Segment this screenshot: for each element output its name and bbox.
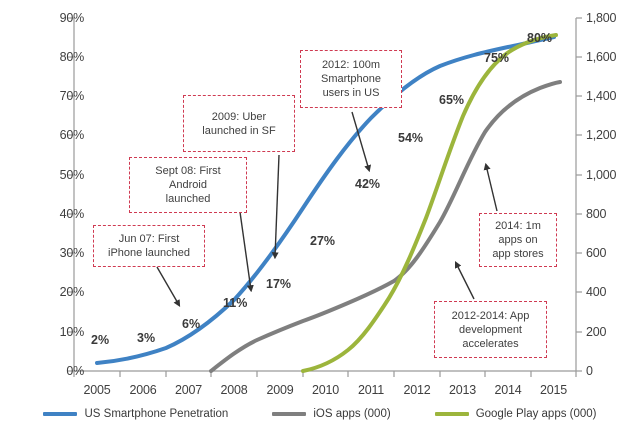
x-axis-tick-2009: 2009 bbox=[266, 383, 294, 397]
arrow-uber bbox=[271, 154, 280, 260]
annotation-users-line-2: Smartphone bbox=[321, 73, 381, 85]
annotation-users-line-1: 2012: 100m bbox=[321, 59, 381, 71]
annotation-appstore-line-1: 2014: 1m bbox=[495, 220, 541, 232]
annotation-smartphone-users: 2012: 100m Smartphone users in US bbox=[300, 50, 402, 108]
data-label-2007: 6% bbox=[182, 317, 201, 331]
x-axis-tick-2006: 2006 bbox=[129, 383, 157, 397]
annotation-appstore-line-2: apps on bbox=[498, 234, 538, 246]
data-label-2014: 75% bbox=[484, 51, 510, 65]
legend-swatch-ios-icon bbox=[272, 412, 307, 416]
arrow-appstore bbox=[483, 162, 498, 212]
annotation-android-line-2: Android bbox=[169, 179, 207, 191]
y2-axis-tick-200: 200 bbox=[586, 325, 607, 339]
y-axis-tick-80: 80% bbox=[59, 50, 85, 64]
annotation-iphone-line-2: iPhone launched bbox=[108, 247, 190, 259]
data-label-2008: 11% bbox=[223, 296, 248, 310]
arrow-users bbox=[351, 111, 372, 173]
right-axis-ticks bbox=[576, 17, 582, 372]
y-axis-tick-0: 0% bbox=[66, 364, 84, 378]
annotation-app-development: 2012-2014: App development accelerates bbox=[434, 301, 547, 358]
annotation-users-line-3: users in US bbox=[322, 87, 380, 99]
y2-axis-tick-1200: 1,200 bbox=[586, 128, 617, 142]
y-axis-tick-30: 30% bbox=[59, 246, 85, 260]
annotation-iphone-line-1: Jun 07: First bbox=[118, 233, 180, 245]
y2-axis-tick-0: 0 bbox=[586, 364, 593, 378]
y2-axis-tick-1000: 1,000 bbox=[586, 168, 617, 182]
chart-legend: US Smartphone Penetration iOS apps (000)… bbox=[0, 408, 640, 420]
left-axis-ticks bbox=[68, 17, 74, 372]
x-axis-tick-2015: 2015 bbox=[539, 383, 567, 397]
annotation-appdev-line-2: development bbox=[459, 323, 522, 336]
legend-label-smartphone: US Smartphone Penetration bbox=[84, 408, 229, 420]
y2-axis-tick-400: 400 bbox=[586, 285, 607, 299]
data-label-2005: 2% bbox=[91, 333, 110, 347]
legend-item-google-play-apps[interactable]: Google Play apps (000) bbox=[434, 408, 597, 420]
y2-axis-tick-1800: 1,800 bbox=[586, 11, 617, 25]
legend-label-googleplay: Google Play apps (000) bbox=[475, 408, 597, 420]
x-axis-tick-2011: 2011 bbox=[357, 383, 385, 397]
y-axis-tick-60: 60% bbox=[59, 128, 85, 142]
y-axis-tick-10: 10% bbox=[59, 325, 85, 339]
y-axis-tick-50: 50% bbox=[59, 168, 85, 182]
data-label-2006: 3% bbox=[137, 331, 156, 345]
arrow-appdev bbox=[454, 260, 475, 300]
annotation-appstore-line-3: app stores bbox=[492, 248, 544, 260]
annotation-appdev-line-1: 2012-2014: App bbox=[451, 309, 530, 322]
y-axis-tick-90: 90% bbox=[59, 11, 85, 25]
arrow-android bbox=[239, 211, 254, 293]
arrow-iphone bbox=[156, 266, 181, 307]
data-label-2011: 42% bbox=[355, 177, 381, 191]
legend-item-ios-apps[interactable]: iOS apps (000) bbox=[272, 408, 391, 420]
y-axis-tick-40: 40% bbox=[59, 207, 85, 221]
data-label-2010: 27% bbox=[310, 234, 336, 248]
annotation-uber-line-1: 2009: Uber bbox=[211, 110, 267, 123]
annotation-android-line-1: Sept 08: First bbox=[155, 165, 221, 177]
legend-label-ios: iOS apps (000) bbox=[313, 408, 391, 420]
annotation-arrows bbox=[156, 111, 498, 307]
series-line-smartphone-penetration bbox=[95, 35, 556, 365]
data-label-2009: 17% bbox=[266, 277, 292, 291]
legend-item-smartphone-penetration[interactable]: US Smartphone Penetration bbox=[43, 408, 228, 420]
annotation-appdev-line-3: accelerates bbox=[462, 337, 519, 350]
legend-swatch-googleplay-icon bbox=[434, 412, 469, 416]
y2-axis-tick-800: 800 bbox=[586, 207, 607, 221]
annotation-uber: 2009: Uber launched in SF bbox=[183, 95, 295, 152]
annotation-app-stores: 2014: 1m apps on app stores bbox=[479, 213, 557, 267]
y2-axis-tick-1400: 1,400 bbox=[586, 89, 617, 103]
x-axis-tick-2014: 2014 bbox=[494, 383, 522, 397]
x-axis-tick-2012: 2012 bbox=[403, 383, 431, 397]
x-axis-tick-2005: 2005 bbox=[83, 383, 111, 397]
annotation-iphone: Jun 07: First iPhone launched bbox=[93, 225, 205, 267]
x-axis-tick-2007: 2007 bbox=[174, 383, 202, 397]
annotation-uber-line-2: launched in SF bbox=[202, 124, 276, 137]
data-label-2012: 54% bbox=[398, 131, 424, 145]
y2-axis-tick-600: 600 bbox=[586, 246, 607, 260]
y-axis-tick-20: 20% bbox=[59, 285, 85, 299]
data-label-2015: 80% bbox=[527, 31, 553, 45]
series-line-google-play-apps bbox=[301, 33, 558, 373]
x-axis-tick-2013: 2013 bbox=[448, 383, 476, 397]
annotation-android-line-3: launched bbox=[165, 193, 211, 205]
y-axis-tick-70: 70% bbox=[59, 89, 85, 103]
x-axis-tick-2010: 2010 bbox=[311, 383, 339, 397]
y2-axis-tick-1600: 1,600 bbox=[586, 50, 617, 64]
x-axis-tick-2008: 2008 bbox=[220, 383, 248, 397]
data-label-2013: 65% bbox=[439, 93, 465, 107]
annotation-android: Sept 08: First Android launched bbox=[129, 157, 247, 213]
x-axis-ticks bbox=[73, 371, 577, 377]
legend-swatch-smartphone-icon bbox=[43, 412, 78, 416]
